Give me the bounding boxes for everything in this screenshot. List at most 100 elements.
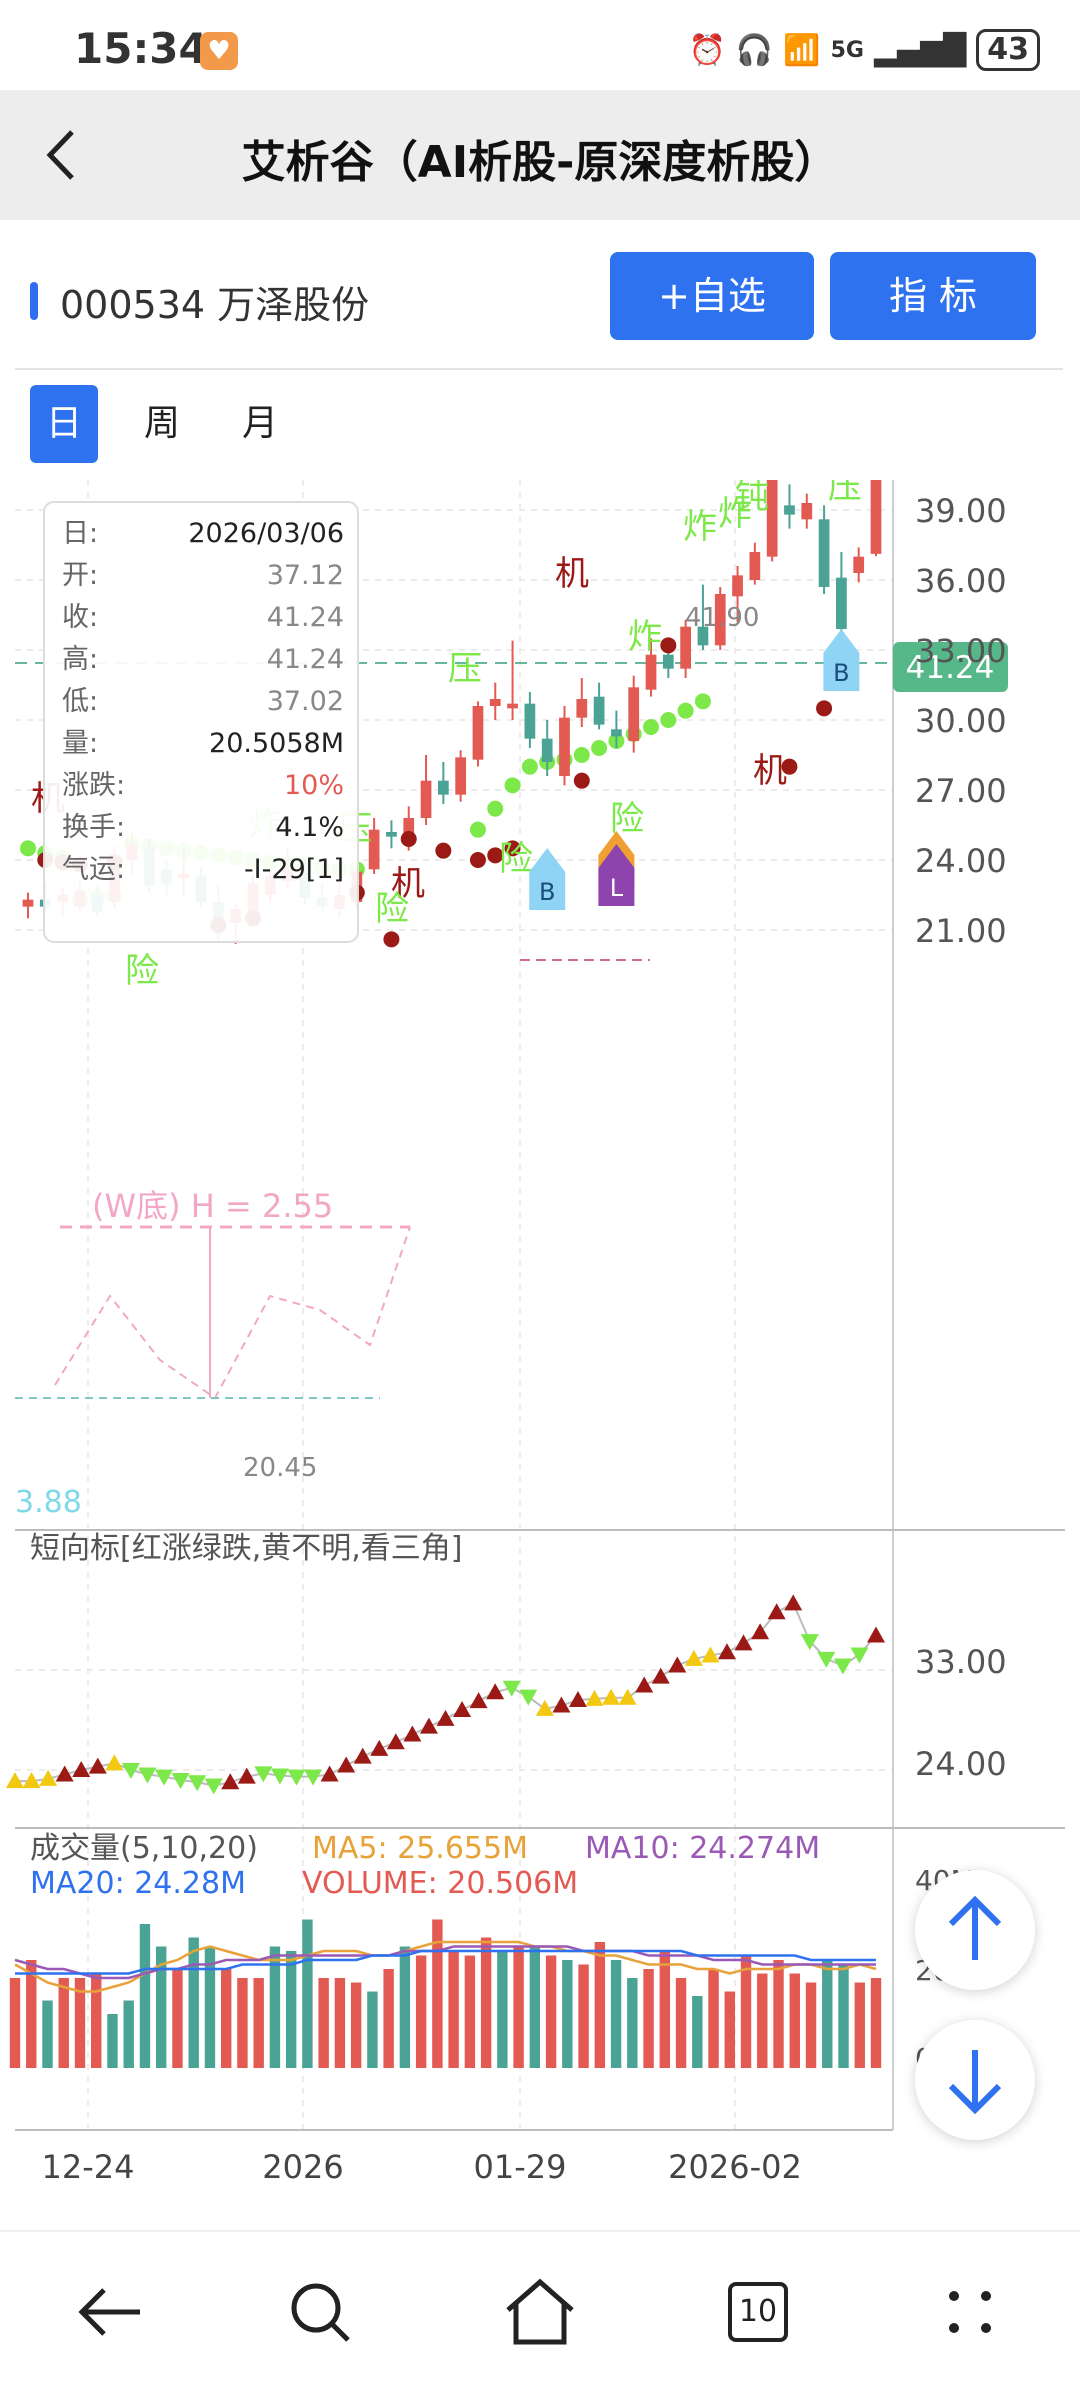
indicator-line [15,1601,877,1787]
candle-body [714,594,726,646]
signal-zha: 炸 [718,494,752,534]
current-price-value: 41.24 [906,650,995,686]
indicator-triangle [535,1699,554,1716]
volume-bar [204,1946,216,2068]
tab-week[interactable]: 周 [143,403,180,444]
signal-dot-green [573,747,590,763]
candle-body [489,699,501,706]
w-bottom-label: (W底) H = 2.55 [92,1187,333,1225]
nav-tabs-button[interactable]: 10 [716,2272,796,2352]
volume-bar [513,1946,524,2068]
back-arrow-icon[interactable] [30,120,100,190]
tab-month[interactable]: 月 [241,403,278,444]
indicator-triangle [668,1656,687,1673]
chart-area[interactable]: 机机机机机险险险险险压压压炸炸炸炸钝BLB 日:2026/03/06开:37.1… [0,352,1080,2190]
signal-dun: 钝 [735,477,769,517]
candle-body [507,703,518,709]
indicator-triangle [602,1688,621,1705]
volume-bar [58,1978,69,2068]
status-time: 15:34 [74,24,208,73]
indicator-triangle [618,1688,637,1705]
volume-bar [610,1960,622,2068]
indicator-triangle [469,1692,488,1709]
volume-bar [545,1955,557,2068]
high-price-label: 41.90 [685,603,759,633]
info-value: 41.24 [267,602,344,633]
volume-bar [91,1973,102,2068]
volume-bar [350,1982,362,2068]
indicator-triangle [138,1767,157,1784]
volume-bar [302,1919,313,2068]
indicator-title: 短向标[红涨绿跌,黄不明,看三角] [30,1531,462,1566]
indicator-triangle [320,1765,339,1782]
price-axis-label: 36.00 [915,562,1007,600]
info-value: 2026/03/06 [188,518,344,549]
signal-dot-dark-red [400,831,417,847]
candle-body [403,818,415,837]
indicator-triangle [817,1651,836,1668]
nav-search-icon[interactable] [280,2272,360,2352]
info-label: 低: [62,686,98,717]
candle-body [420,780,432,818]
signal-dot-green [20,840,36,857]
volume-bar [480,1937,492,2068]
signal-zha: 炸 [683,507,717,547]
candle-body [784,505,795,515]
short-direction-indicator [6,1594,885,1795]
price-axis-label: 27.00 [915,772,1007,810]
tabs-count: 10 [728,2282,788,2342]
scroll-down-button[interactable] [915,2020,1035,2140]
nav-menu-icon[interactable] [930,2272,1010,2352]
indicator-triangle [751,1623,770,1640]
indicator-triangle [155,1769,174,1786]
signal-dot-dark-red [469,852,486,868]
indicator-triangle [105,1754,124,1771]
volume-bar [675,1978,687,2068]
nav-home-icon[interactable] [500,2272,580,2352]
candle-body [559,717,570,776]
candle-body [662,654,674,669]
price-axis-label: 30.00 [915,702,1007,740]
volume-bar [497,1951,508,2068]
mid-y-label-33: 33.00 [915,1643,1007,1681]
candle-body [645,654,657,690]
candle-body [628,687,640,741]
price-axis-label: 33.00 [915,632,1007,670]
add-watchlist-button[interactable]: +自选 [610,252,814,340]
x-label-2026: 2026 [262,2148,343,2186]
indicator-triangle [55,1765,74,1782]
candle-body [593,696,605,725]
signal-ya: 压 [828,470,862,507]
mid-y-label-24: 24.00 [915,1745,1007,1783]
signal-zha: 炸 [628,617,662,657]
signal-dot-green [521,758,538,775]
candle-body [368,829,380,870]
tab-day[interactable]: 日 [30,385,98,463]
indicator-triangle [237,1767,256,1784]
volume-chart [9,1919,882,2068]
wifi-icon: 📶 [783,32,821,68]
headphones-icon: 🎧 [735,32,774,68]
signal-dot-dark-red [435,842,452,859]
volume-bar [659,1951,671,2068]
stock-chart[interactable]: 机机机机机险险险险险压压压炸炸炸炸钝BLB 日:2026/03/06开:37.1… [0,352,1080,2190]
indicator-triangle [651,1667,670,1684]
indicator-button[interactable]: 指 标 [830,252,1036,340]
info-label: 高: [62,644,98,675]
nav-back-icon[interactable] [70,2272,150,2352]
volume-bar [838,1964,849,2068]
volume-bar [383,1969,394,2068]
signal-dot-dark-red [660,637,677,654]
info-value: 41.24 [267,644,344,675]
volume-ma-line [15,1949,876,1975]
scroll-up-button[interactable] [915,1870,1035,1990]
candle-body [732,575,743,597]
info-value: 37.02 [267,686,344,717]
candle-body [472,706,484,760]
indicator-triangle [850,1647,869,1664]
indicator-triangle [39,1769,58,1786]
volume-bar [773,1960,784,2068]
volume-bar [9,1978,21,2068]
volume-bar [448,1951,459,2068]
indicator-triangle [833,1658,852,1675]
